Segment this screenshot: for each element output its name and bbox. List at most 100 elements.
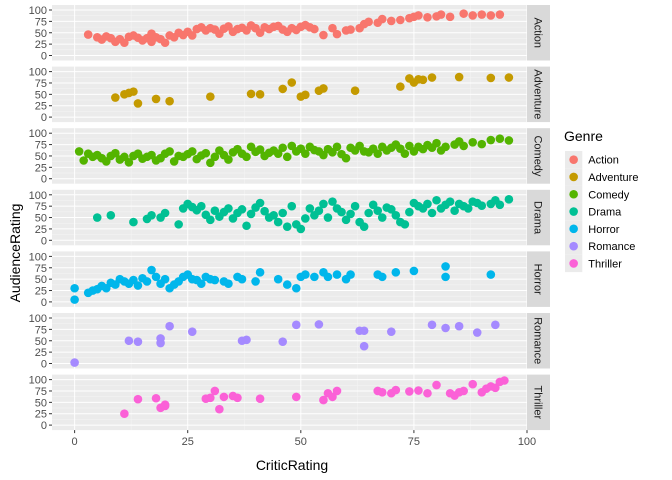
data-point-thriller (468, 379, 478, 389)
legend-label: Action (588, 155, 619, 167)
data-point-action (459, 9, 468, 18)
data-point-thriller (405, 387, 414, 396)
data-point-thriller (332, 386, 342, 396)
data-point-action (120, 38, 129, 48)
legend-label: Adventure (588, 172, 638, 184)
data-point-drama (427, 208, 437, 218)
data-point-romance (359, 341, 369, 351)
data-point-adventure (255, 90, 265, 99)
data-point-action (468, 11, 478, 20)
data-point-horror (441, 272, 450, 282)
data-point-drama (368, 200, 378, 210)
data-point-adventure (287, 78, 297, 87)
data-point-action (83, 30, 93, 39)
data-point-action (328, 23, 337, 33)
data-point-thriller (233, 393, 242, 403)
data-point-drama (92, 213, 102, 222)
data-point-romance (314, 320, 324, 329)
data-point-horror (441, 262, 450, 271)
data-point-comedy (459, 141, 468, 151)
data-point-romance (133, 337, 143, 346)
data-point-drama (495, 200, 505, 210)
legend-key-horror (569, 224, 578, 234)
data-point-adventure (165, 96, 174, 106)
data-point-comedy (201, 148, 211, 158)
data-point-drama (504, 195, 514, 204)
legend-label: Thriller (588, 258, 622, 270)
data-point-drama (328, 197, 337, 206)
data-point-thriller (491, 383, 500, 393)
x-tick-label: 100 (518, 436, 536, 448)
data-point-drama (359, 222, 369, 231)
data-point-comedy (486, 135, 496, 145)
data-point-romance (291, 320, 301, 330)
y-tick-label: 75 (35, 324, 47, 336)
data-point-drama (323, 213, 333, 222)
data-point-drama (160, 208, 170, 218)
data-point-drama (391, 210, 401, 220)
data-point-action (396, 15, 405, 25)
y-tick-label: 25 (35, 39, 47, 51)
data-point-romance (472, 328, 482, 337)
data-point-drama (210, 206, 220, 216)
data-point-horror (133, 281, 143, 290)
data-point-action (477, 10, 487, 19)
data-point-thriller (432, 380, 441, 390)
data-point-thriller (219, 392, 229, 402)
legend: Genre Action Adventure Comedy Drama Horror Ro… (564, 128, 638, 273)
facet-strip (527, 128, 550, 184)
y-tick-label: 75 (35, 201, 47, 213)
y-tick-label: 25 (35, 347, 47, 359)
data-point-horror (151, 272, 161, 282)
data-point-horror (251, 277, 260, 286)
data-point-drama (129, 217, 138, 227)
data-point-horror (323, 272, 333, 282)
facet-strip (527, 374, 550, 431)
data-point-comedy (373, 149, 383, 158)
y-tick-label: 100 (29, 67, 47, 79)
data-point-drama (346, 209, 355, 219)
y-tick-label: 0 (41, 174, 47, 186)
facet-strip-label: Romance (532, 317, 544, 364)
x-tick-label: 50 (295, 436, 307, 448)
data-point-romance (242, 335, 251, 345)
data-point-action (187, 31, 197, 40)
data-point-thriller (319, 395, 328, 405)
data-point-drama (341, 215, 351, 225)
data-point-horror (291, 283, 301, 293)
data-point-drama (405, 207, 414, 217)
data-point-romance (386, 327, 396, 336)
data-point-romance (427, 320, 437, 330)
data-point-horror (332, 270, 342, 279)
data-point-thriller (206, 393, 215, 403)
data-point-drama (287, 201, 297, 211)
data-point-drama (260, 206, 269, 216)
data-point-adventure (396, 82, 405, 91)
data-point-drama (373, 206, 383, 216)
data-point-drama (463, 204, 473, 213)
data-point-comedy (477, 139, 487, 149)
legend-title: Genre (564, 128, 603, 144)
legend-label: Drama (588, 207, 622, 219)
x-tick-label: 25 (182, 436, 194, 448)
y-tick-label: 50 (35, 397, 47, 409)
data-point-adventure (319, 84, 328, 93)
facet-strip (527, 189, 550, 246)
y-tick-label: 50 (35, 28, 47, 40)
data-point-thriller (133, 394, 143, 404)
data-point-drama (445, 197, 455, 206)
data-point-action (332, 29, 342, 39)
facet-strip (527, 5, 550, 61)
y-tick-label: 0 (41, 112, 47, 124)
data-point-drama (450, 206, 459, 216)
data-point-adventure (418, 75, 428, 85)
data-point-action (160, 38, 170, 48)
y-tick-label: 75 (35, 140, 47, 152)
y-tick-label: 25 (35, 409, 47, 421)
data-point-horror (210, 275, 220, 285)
